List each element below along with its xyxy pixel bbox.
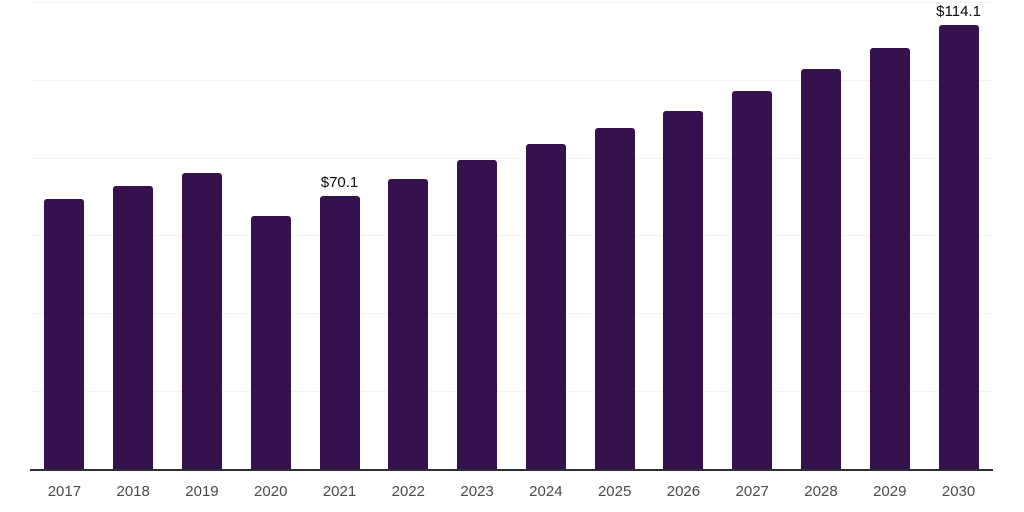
x-axis-label-2025: 2025: [597, 483, 632, 500]
bar-column-2030: $114.1: [924, 2, 993, 469]
bar-column-2025: [580, 2, 649, 469]
bar-column-2029: [855, 2, 924, 469]
bar-2021[interactable]: [319, 196, 360, 469]
bar-2017[interactable]: [44, 199, 85, 469]
gridline-120: [30, 2, 993, 3]
x-axis-label-2020: 2020: [254, 483, 288, 500]
bar-column-2027: [718, 2, 787, 469]
bar-2022[interactable]: [388, 179, 429, 469]
bar-2027[interactable]: [732, 91, 773, 469]
bar-column-2022: [374, 2, 443, 469]
x-axis-label-2019: 2019: [185, 483, 219, 500]
bar-2019[interactable]: [181, 173, 222, 469]
x-axis-label-2027: 2027: [735, 483, 769, 500]
x-axis-label-2023: 2023: [460, 483, 494, 500]
bar-value-label-2030: $114.1: [936, 3, 981, 20]
bar-column-2019: [168, 2, 237, 469]
bar-2018[interactable]: [113, 186, 154, 469]
x-axis-label-2017: 2017: [47, 483, 82, 500]
bar-2030[interactable]: [938, 25, 979, 469]
gridline-60: [30, 235, 993, 236]
gridline-100: [30, 80, 993, 81]
bar-column-2026: [649, 2, 718, 469]
x-axis-label-2028: 2028: [804, 483, 838, 500]
bar-2029[interactable]: [869, 48, 910, 469]
bar-2020[interactable]: [250, 216, 291, 469]
x-axis-label-2030: 2030: [941, 483, 976, 500]
bar-2026[interactable]: [663, 111, 704, 469]
x-axis-label-2024: 2024: [529, 483, 563, 500]
bar-column-2017: [30, 2, 99, 469]
x-axis-label-2026: 2026: [666, 483, 701, 500]
bar-value-label-2021: $70.1: [320, 174, 359, 191]
x-axis-labels: 2017 2018 2019 2020 2021 2022 2023 2024 2025 2026…: [30, 483, 993, 501]
x-axis-label-2021: 2021: [322, 483, 357, 500]
bar-2028[interactable]: [800, 69, 841, 469]
x-axis-label-2022: 2022: [391, 483, 425, 500]
bar-2025[interactable]: [594, 128, 635, 469]
bar-column-2021: $70.1: [305, 2, 374, 469]
bar-series: $70.1 $114.1: [30, 2, 993, 469]
x-axis-label-2018: 2018: [116, 483, 150, 500]
bar-2024[interactable]: [525, 144, 566, 469]
bar-column-2023: [443, 2, 512, 469]
bar-column-2024: [511, 2, 580, 469]
bar-column-2028: [787, 2, 856, 469]
bar-2023[interactable]: [457, 160, 498, 469]
gridline-20: [30, 391, 993, 392]
plot-area: $70.1 $114.1: [30, 2, 993, 471]
x-axis-line: [30, 469, 993, 471]
x-axis-label-2029: 2029: [873, 483, 907, 500]
gridline-80: [30, 158, 993, 159]
bar-column-2020: [236, 2, 305, 469]
gridline-40: [30, 313, 993, 314]
bar-column-2018: [99, 2, 168, 469]
